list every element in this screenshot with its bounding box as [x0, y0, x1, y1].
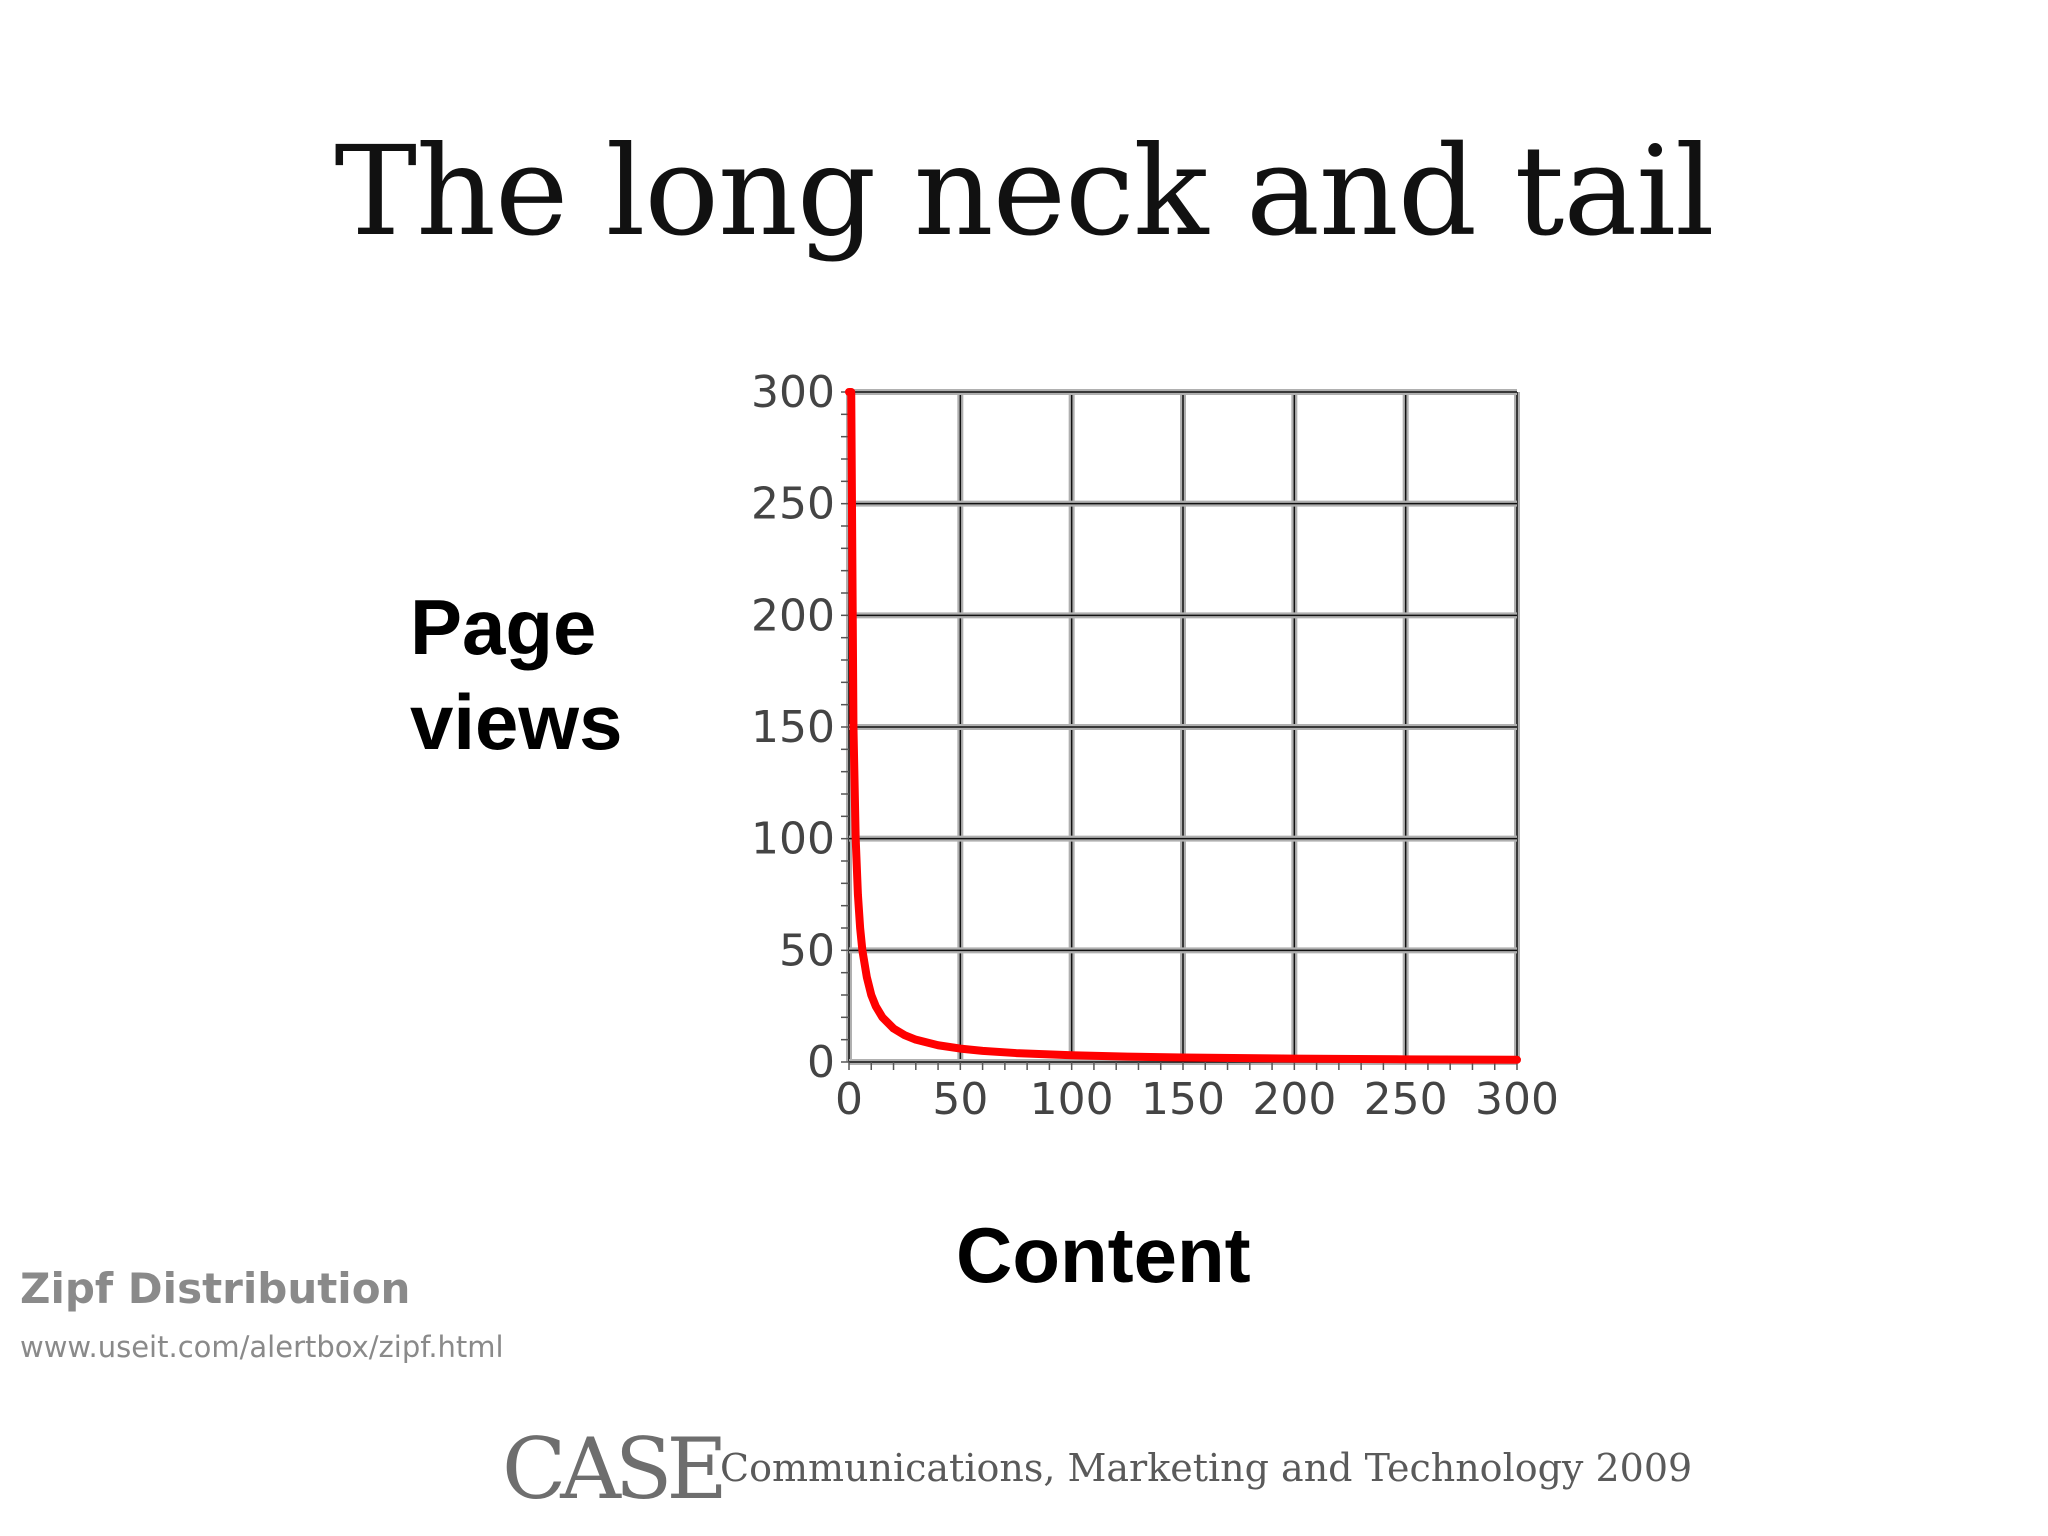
y-axis-label: Page views	[410, 580, 622, 770]
y-axis-label-line2: views	[410, 678, 623, 766]
data-point	[863, 973, 871, 981]
y-tick-label: 50	[779, 925, 835, 976]
chart-grid	[846, 389, 1520, 1065]
data-point	[849, 723, 857, 731]
x-tick-label: 300	[1475, 1074, 1559, 1125]
data-point	[854, 891, 862, 898]
source-title: Zipf Distribution	[20, 1264, 411, 1313]
x-tick-label: 150	[1141, 1074, 1225, 1125]
y-tick-label: 0	[807, 1037, 835, 1088]
data-point	[878, 1013, 886, 1021]
data-point	[852, 835, 860, 843]
data-point	[901, 1031, 909, 1039]
slide-title: The long neck and tail	[334, 120, 1714, 264]
data-point	[872, 1002, 880, 1010]
data-point	[979, 1047, 987, 1055]
data-point	[890, 1025, 898, 1032]
data-point	[867, 991, 875, 999]
data-point	[1068, 1051, 1076, 1059]
series-line-0	[845, 388, 1521, 1064]
x-tick-label: 250	[1364, 1074, 1448, 1125]
x-tick-label: 50	[932, 1074, 988, 1125]
y-tick-label: 250	[751, 479, 835, 530]
y-tick-label: 200	[751, 590, 835, 641]
data-point	[856, 924, 864, 932]
data-point	[1179, 1054, 1187, 1062]
x-tick-label: 200	[1252, 1074, 1336, 1125]
y-tick-label: 300	[751, 367, 835, 418]
data-point	[1123, 1053, 1131, 1061]
data-point	[858, 946, 866, 954]
footer-conference-text: Communications, Marketing and Technology…	[720, 1446, 1693, 1490]
data-point	[1012, 1049, 1020, 1057]
data-point	[934, 1041, 942, 1049]
x-axis-label: Content	[956, 1211, 1251, 1299]
x-tick-label: 0	[835, 1074, 863, 1125]
data-point	[847, 388, 855, 396]
data-point	[912, 1036, 920, 1044]
data-point	[1402, 1055, 1410, 1063]
case-logo: CASE	[502, 1420, 728, 1518]
data-point	[1513, 1056, 1521, 1064]
y-axis-label-line1: Page	[410, 583, 597, 671]
x-tick-label: 100	[1030, 1074, 1114, 1125]
data-point	[1290, 1055, 1298, 1063]
source-url: www.useit.com/alertbox/zipf.html	[20, 1330, 504, 1364]
y-tick-label: 100	[751, 814, 835, 865]
chart-series	[845, 388, 1521, 1064]
chart-ticks: 0 50 100 150 200 250 300 0 50 100 150 200 250 300	[751, 367, 1559, 1125]
data-point	[956, 1045, 964, 1053]
y-tick-label: 150	[751, 702, 835, 753]
